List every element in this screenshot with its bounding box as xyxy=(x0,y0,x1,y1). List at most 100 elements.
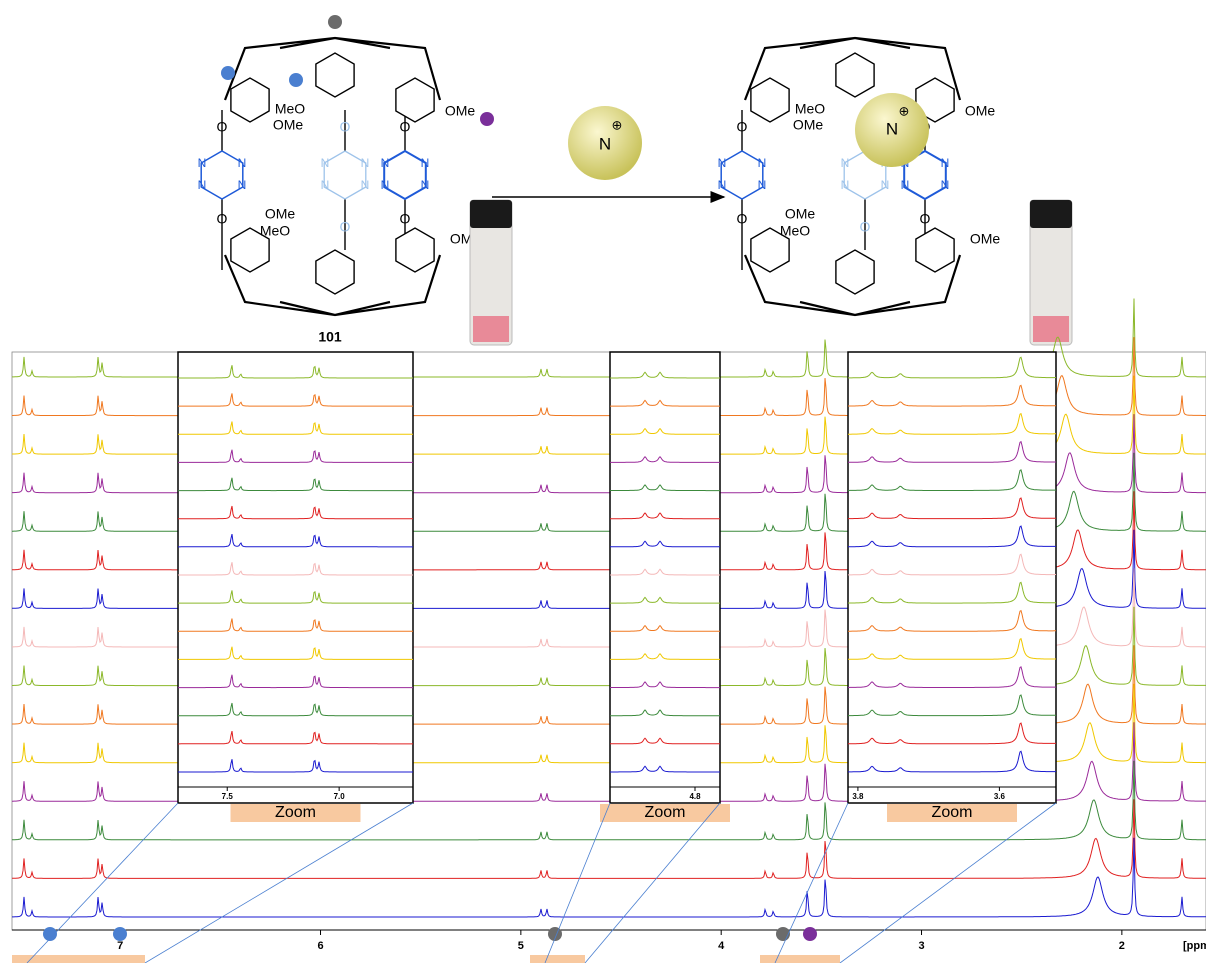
atom-label: N xyxy=(841,156,850,170)
atom-label: OMe xyxy=(965,103,996,119)
atom-label: O xyxy=(217,119,228,135)
spectrum xyxy=(178,590,413,604)
scheme: 101 xyxy=(318,191,726,345)
ring xyxy=(750,77,790,123)
atom-label: O xyxy=(860,219,871,235)
spectrum xyxy=(610,427,720,435)
zoom-frame xyxy=(177,351,414,804)
spectrum xyxy=(848,469,1056,491)
region-bar xyxy=(530,955,585,963)
atom-label: N xyxy=(198,178,207,192)
spectrum xyxy=(610,512,720,520)
zoom-label: Zoom xyxy=(645,804,686,821)
atom-label: N xyxy=(421,156,430,170)
spectrum xyxy=(610,568,720,576)
vial-cap xyxy=(1030,200,1072,228)
spectrum xyxy=(848,722,1056,745)
marker-dot xyxy=(289,73,303,87)
atom-label: OMe xyxy=(445,103,476,119)
atom-label: N xyxy=(421,178,430,192)
atom-label: N xyxy=(198,156,207,170)
ring xyxy=(315,52,355,98)
ammonium xyxy=(568,106,642,180)
atom-label: N xyxy=(238,156,247,170)
spectrum xyxy=(178,674,413,689)
spectrum xyxy=(848,497,1056,520)
spectrum xyxy=(178,393,413,407)
zoom-guide xyxy=(774,802,849,963)
spectrum xyxy=(178,477,413,492)
spectrum xyxy=(178,730,413,745)
atom-label: N xyxy=(941,156,950,170)
atom-label: MeO xyxy=(795,101,825,117)
ring xyxy=(915,77,955,123)
atom-label: MeO xyxy=(260,223,290,239)
atom-label: N xyxy=(886,119,898,138)
ring xyxy=(230,77,270,123)
spectrum xyxy=(610,681,720,689)
atom-label: O xyxy=(400,211,411,227)
ring xyxy=(835,249,875,295)
spectrum xyxy=(848,750,1056,773)
atom-label: N xyxy=(361,178,370,192)
region-bar xyxy=(12,955,145,963)
zoom-tick-label: 7.0 xyxy=(334,792,346,801)
zoom-guide xyxy=(144,802,414,963)
zoom-tick-label: 3.6 xyxy=(994,792,1006,801)
atom-label: N xyxy=(381,178,390,192)
zoom-frame xyxy=(609,351,721,804)
x-tick-label: 6 xyxy=(317,940,323,952)
spectrum xyxy=(848,694,1056,717)
atom-label: O xyxy=(217,211,228,227)
atom-label: N xyxy=(238,178,247,192)
zoom-frame xyxy=(847,351,1057,804)
spectrum xyxy=(178,759,413,773)
zoom-tick-label: 4.8 xyxy=(689,792,701,801)
bridge xyxy=(743,254,962,317)
atom-label: O xyxy=(400,119,411,135)
x-tick-label: 5 xyxy=(518,940,524,952)
zoom-inset: 3.8 3.6 Zoom xyxy=(774,351,1057,963)
atom-label: ⊕ xyxy=(612,117,623,132)
spectrum xyxy=(848,384,1056,407)
spectrum xyxy=(610,399,720,407)
vial-cap xyxy=(470,200,512,228)
spectrum xyxy=(610,596,720,604)
spectrum xyxy=(178,533,413,548)
spectrum xyxy=(610,737,720,745)
marker-dot xyxy=(43,927,57,941)
spectrum xyxy=(610,624,720,632)
spectrum xyxy=(848,553,1056,576)
zoom-spectra xyxy=(848,356,1056,773)
atom-label: N xyxy=(758,156,767,170)
zoom-spectra xyxy=(178,365,413,773)
spectrum xyxy=(178,618,413,632)
ring xyxy=(315,249,355,295)
zoom-label-bg xyxy=(887,804,1017,822)
spectrum xyxy=(178,646,413,660)
spectrum xyxy=(848,525,1056,548)
marker-dot xyxy=(113,927,127,941)
spectrum xyxy=(848,609,1056,632)
zoom-label-bg xyxy=(600,804,730,822)
zoom-guide xyxy=(839,802,1057,963)
spectrum xyxy=(848,412,1056,435)
atom-label: N xyxy=(381,156,390,170)
spectrum xyxy=(610,652,720,660)
spectrum xyxy=(178,421,413,435)
spectrum xyxy=(848,356,1056,379)
spectrum xyxy=(610,540,720,548)
atom-label: N xyxy=(841,178,850,192)
atom-label: OMe xyxy=(970,231,1001,247)
zoom-guide xyxy=(584,802,721,963)
x-tick-label: 3 xyxy=(918,940,924,952)
atom-label: OMe xyxy=(273,117,304,133)
spectrum xyxy=(178,702,413,717)
spectrum xyxy=(12,837,1206,918)
x-tick-label: 4 xyxy=(718,940,725,952)
spectrum xyxy=(178,562,413,576)
atom-label: N xyxy=(941,178,950,192)
atom-label: O xyxy=(737,119,748,135)
